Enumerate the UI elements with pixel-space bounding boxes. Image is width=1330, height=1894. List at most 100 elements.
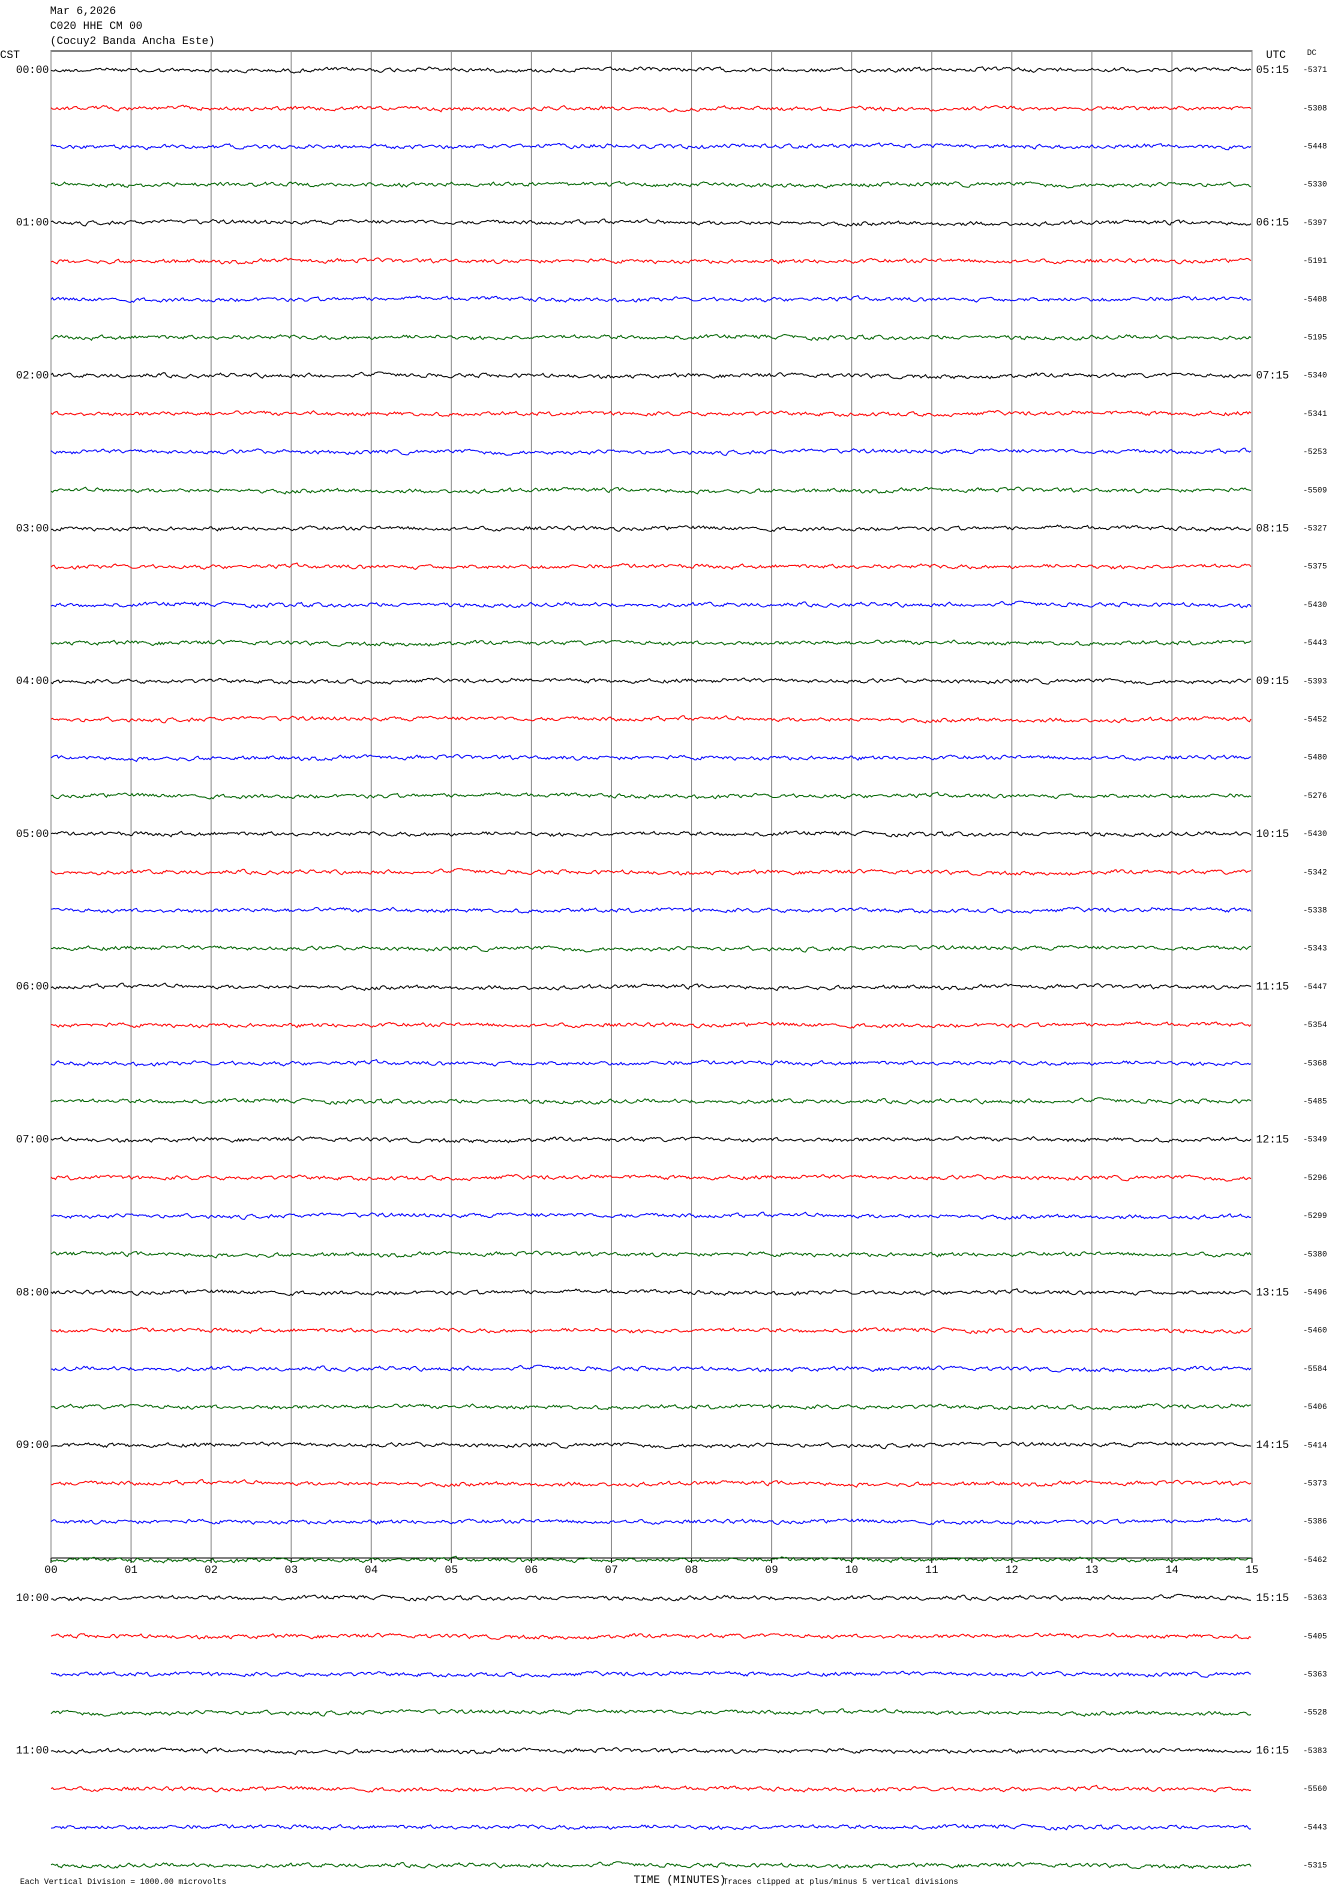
cst-label: 02:00 [16, 371, 49, 383]
dc-value: -5393 [1303, 677, 1327, 686]
dc-value: -5397 [1303, 219, 1327, 228]
dc-value: -5330 [1303, 181, 1327, 190]
dc-value: -5430 [1303, 830, 1327, 839]
trace [50, 677, 1251, 686]
cst-label: 09:00 [16, 1440, 49, 1452]
trace [50, 600, 1252, 609]
cst-label: 08:00 [16, 1287, 49, 1299]
trace [50, 1250, 1252, 1259]
dc-value: -5342 [1303, 868, 1327, 877]
trace [50, 371, 1252, 380]
dc-value: -5327 [1303, 525, 1327, 534]
cst-label: 04:00 [16, 676, 49, 688]
dc-value: -5584 [1303, 1365, 1327, 1374]
cst-label: 06:00 [16, 982, 49, 994]
x-tick-label: 10 [845, 1565, 858, 1577]
dc-value: -5460 [1303, 1327, 1327, 1336]
trace [50, 1288, 1252, 1297]
trace [50, 562, 1252, 570]
utc-label: 15:15 [1256, 1593, 1289, 1605]
utc-label: 16:15 [1256, 1746, 1289, 1758]
dc-value: -5448 [1303, 143, 1327, 152]
trace [50, 639, 1252, 647]
trace [50, 294, 1251, 303]
x-tick-label: 12 [1005, 1565, 1018, 1577]
trace [50, 524, 1252, 533]
trace [50, 1517, 1252, 1526]
dc-value: -5528 [1303, 1709, 1327, 1718]
x-tick-label: 09 [765, 1565, 778, 1577]
dc-value: -5408 [1303, 295, 1327, 304]
dc-value: -5195 [1303, 334, 1327, 343]
x-tick-label: 05 [445, 1565, 458, 1577]
utc-label: 13:15 [1256, 1287, 1289, 1299]
trace [50, 1441, 1252, 1450]
cst-label: 10:00 [16, 1593, 49, 1605]
trace [50, 868, 1252, 876]
trace [50, 1403, 1252, 1411]
dc-value: -5414 [1303, 1441, 1327, 1450]
utc-label: 12:15 [1256, 1135, 1289, 1147]
station: (Cocuy2 Banda Ancha Este) [50, 36, 215, 48]
trace [50, 1708, 1252, 1717]
trace [50, 66, 1252, 74]
cst-label: 00:00 [16, 65, 49, 77]
x-tick-label: 02 [205, 1565, 218, 1577]
x-tick-label: 00 [44, 1565, 57, 1577]
cst-label: 01:00 [16, 218, 49, 230]
trace [50, 180, 1252, 189]
dc-value: -5363 [1303, 1594, 1327, 1603]
trace [50, 218, 1252, 228]
dc-value: -5299 [1303, 1212, 1327, 1221]
dc-value: -5349 [1303, 1136, 1327, 1145]
trace [50, 982, 1252, 992]
cst-label: 03:00 [16, 523, 49, 535]
dc-value: -5191 [1303, 257, 1327, 266]
x-tick-label: 03 [285, 1565, 298, 1577]
x-tick-label: 15 [1245, 1565, 1258, 1577]
utc-label: 07:15 [1256, 371, 1289, 383]
dc-value: -5371 [1303, 66, 1327, 75]
utc-label: 14:15 [1256, 1440, 1289, 1452]
trace [50, 715, 1252, 724]
dc-value: -5383 [1303, 1747, 1327, 1756]
trace [50, 791, 1252, 800]
trace [50, 1479, 1252, 1488]
right-axis-label: UTC [1266, 50, 1286, 62]
trace [50, 409, 1252, 418]
trace [50, 1097, 1252, 1105]
x-tick-label: 04 [365, 1565, 379, 1577]
trace [50, 104, 1252, 113]
dc-value: -5373 [1303, 1480, 1327, 1489]
trace [50, 1173, 1252, 1182]
dc-value: -5276 [1303, 792, 1327, 801]
dc-value: -5443 [1303, 639, 1327, 648]
utc-label: 09:15 [1256, 676, 1289, 688]
utc-label: 11:15 [1256, 982, 1289, 994]
dc-value: -5560 [1303, 1785, 1327, 1794]
dc-value: -5375 [1303, 563, 1327, 572]
dc-value: -5405 [1303, 1632, 1327, 1641]
trace [50, 447, 1252, 456]
trace [50, 1555, 1252, 1564]
trace [50, 1784, 1252, 1793]
dc-value: -5462 [1303, 1556, 1327, 1565]
utc-label: 06:15 [1256, 218, 1289, 230]
dc-value: -5315 [1303, 1862, 1327, 1871]
dc-value: -5496 [1303, 1289, 1327, 1298]
clip-note: Traces clipped at plus/minus 5 vertical … [723, 1878, 958, 1887]
dc-value: -5480 [1303, 754, 1327, 763]
trace [50, 142, 1252, 151]
dc-value: -5308 [1303, 104, 1327, 113]
scale-note: Each Vertical Division = 1000.00 microvo… [20, 1878, 227, 1887]
left-axis-label: CST [0, 50, 20, 62]
trace [50, 1747, 1252, 1756]
trace [51, 1364, 1252, 1373]
dc-value: -5338 [1303, 907, 1327, 916]
dc-value: -5340 [1303, 372, 1327, 381]
dc-value: -5509 [1303, 486, 1327, 495]
dc-value: -5443 [1303, 1823, 1327, 1832]
dc-value: -5452 [1303, 716, 1327, 725]
